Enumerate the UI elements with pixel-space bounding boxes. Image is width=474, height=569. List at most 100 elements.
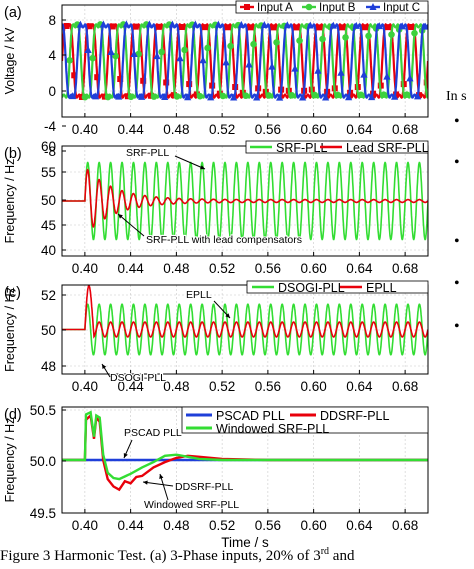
series-group xyxy=(62,161,428,241)
panel-label: (b) xyxy=(4,146,22,162)
y-axis-label: Frequency / Hz xyxy=(3,287,17,372)
data-point-marker xyxy=(345,93,353,101)
data-point-marker xyxy=(92,92,100,100)
data-point-marker xyxy=(115,92,123,100)
x-tick-label: 0.68 xyxy=(392,122,418,137)
annotation-label: DDSRF-PLL xyxy=(175,481,234,493)
annotation-arrowhead xyxy=(102,364,107,369)
x-tick-label: 0.48 xyxy=(163,261,189,276)
x-tick-label: 0.60 xyxy=(300,261,326,276)
legend-marker xyxy=(244,4,250,10)
series-group xyxy=(62,20,428,101)
x-tick-label: 0.48 xyxy=(163,122,189,137)
data-point-marker xyxy=(63,22,70,29)
x-tick-label: 0.44 xyxy=(117,379,144,394)
x-tick-label: 0.48 xyxy=(163,379,189,394)
data-point-marker xyxy=(385,24,392,31)
data-point-marker xyxy=(214,20,222,28)
legend-label: DSOGI-PLL xyxy=(278,281,345,295)
annotation-arrow xyxy=(159,473,169,501)
data-point-marker xyxy=(132,23,139,30)
x-tick-label: 0.68 xyxy=(392,379,418,394)
chart-panel-c: 0.40 0.44 0.48 0.52 0.56 0.60 0.64 0.68 48 50 52 (c… xyxy=(3,280,429,394)
legend-marker xyxy=(369,3,377,10)
legend: Input A Input B Input C xyxy=(235,0,429,14)
annotation-label: PSCAD PLL xyxy=(124,427,182,439)
data-point-marker xyxy=(342,34,349,41)
legend-label: PSCAD PLL xyxy=(216,409,285,423)
legend-label: EPLL xyxy=(366,281,397,295)
bullet-icon: • xyxy=(454,318,460,335)
x-tick-label: 0.64 xyxy=(346,261,373,276)
x-tick-label: 0.68 xyxy=(392,518,418,533)
data-point-marker xyxy=(84,45,92,53)
y-tick-label: 52 xyxy=(41,288,56,303)
data-point-marker xyxy=(237,20,245,28)
data-point-marker xyxy=(117,76,124,83)
data-point-marker xyxy=(403,91,411,98)
annotation-arrowhead xyxy=(225,313,230,318)
data-point-marker xyxy=(173,93,181,100)
data-point-marker xyxy=(296,37,303,44)
data-point-marker xyxy=(362,24,369,31)
data-point-marker xyxy=(314,66,322,74)
x-tick-label: 0.40 xyxy=(72,379,98,394)
x-tick-label: 0.44 xyxy=(117,518,144,533)
annotation-label: EPLL xyxy=(186,289,212,301)
data-point-marker xyxy=(89,54,96,62)
data-point-marker xyxy=(319,35,326,43)
series-group xyxy=(62,285,428,356)
data-point-marker xyxy=(168,20,176,28)
y-axis-label: Frequency / Hz xyxy=(3,159,17,244)
data-point-marker xyxy=(207,93,215,101)
data-point-marker xyxy=(224,24,231,31)
data-point-marker xyxy=(291,64,299,72)
legend-label: Input A xyxy=(257,2,293,14)
legend-label: Lead SRF-PLL xyxy=(346,141,429,155)
data-point-marker xyxy=(360,70,368,78)
data-point-marker xyxy=(196,92,204,100)
caption-text: Figure 3 Harmonic Test. (a) 3-Phase inpu… xyxy=(0,548,321,564)
data-point-marker xyxy=(383,72,391,80)
legend-label: Input C xyxy=(383,2,420,14)
bullet-icon: • xyxy=(454,233,460,250)
annotation-label: SRF-PLL xyxy=(126,147,169,159)
legend-box xyxy=(235,0,429,14)
data-point-marker xyxy=(155,23,162,30)
data-point-marker xyxy=(94,74,101,81)
y-tick-label: 50.0 xyxy=(30,454,56,469)
bullet-icon: • xyxy=(454,154,460,171)
data-point-marker xyxy=(135,50,142,58)
data-point-marker xyxy=(406,74,414,82)
series-group xyxy=(62,410,428,492)
data-point-marker xyxy=(81,93,89,101)
legend-box xyxy=(246,280,429,294)
annotation-arrowhead xyxy=(123,453,128,458)
data-point-marker xyxy=(375,22,383,30)
data-point-marker xyxy=(421,22,428,30)
legend: DSOGI-PLL EPLL xyxy=(246,280,429,295)
data-point-marker xyxy=(311,91,319,99)
data-point-marker xyxy=(357,91,365,99)
data-point-marker xyxy=(270,24,277,31)
data-point-marker xyxy=(413,92,422,100)
data-point-marker xyxy=(306,21,314,29)
data-point-marker xyxy=(253,93,261,101)
data-point-marker xyxy=(260,21,268,29)
x-tick-label: 0.60 xyxy=(300,379,326,394)
y-tick-label: 40 xyxy=(41,243,56,258)
data-point-marker xyxy=(153,52,161,60)
data-point-marker xyxy=(191,20,199,28)
series-line-input-c xyxy=(62,23,428,99)
data-point-marker xyxy=(230,93,238,101)
data-point-marker xyxy=(204,44,211,52)
x-axis-label: Time / s xyxy=(221,535,269,550)
x-tick-label: 0.60 xyxy=(300,122,326,137)
annotation-arrow xyxy=(174,155,206,170)
x-tick-label: 0.52 xyxy=(209,518,235,533)
data-point-marker xyxy=(104,93,112,101)
bullet-icon: • xyxy=(454,113,460,130)
data-point-marker xyxy=(247,24,254,31)
